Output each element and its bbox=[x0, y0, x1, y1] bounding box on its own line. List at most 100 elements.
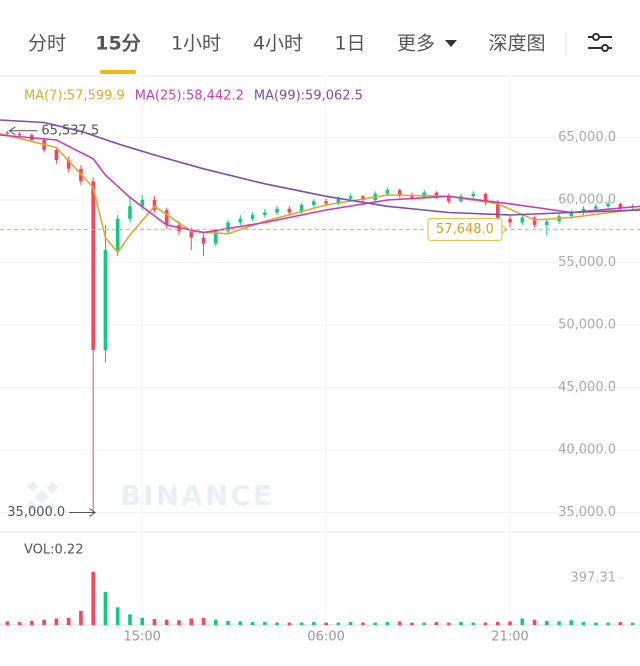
candle-body bbox=[446, 196, 451, 202]
candle-body bbox=[483, 193, 488, 203]
last-price-pointer bbox=[501, 225, 508, 234]
volume-bar bbox=[373, 622, 377, 625]
y-tick-label: 65,000.0 bbox=[558, 130, 616, 145]
volume-bar bbox=[189, 618, 194, 625]
x-tick-label: 15:00 bbox=[123, 630, 160, 645]
volume-bar bbox=[287, 622, 292, 625]
volume-bar bbox=[336, 622, 341, 625]
volume-title: VOL:0.22 bbox=[24, 543, 83, 558]
volume-bar bbox=[250, 622, 255, 625]
volume-bar bbox=[152, 619, 157, 625]
volume-bar bbox=[17, 622, 22, 625]
volume-bar bbox=[103, 591, 108, 625]
candle-body bbox=[17, 133, 22, 135]
volume-bar bbox=[312, 622, 316, 625]
volume-bar bbox=[569, 620, 574, 625]
ma-legend: MA(7):57,599.9 bbox=[24, 89, 125, 104]
annotation-arrowhead bbox=[8, 126, 16, 136]
tab[interactable]: 15分 bbox=[95, 33, 140, 55]
volume-bar bbox=[299, 622, 304, 625]
candle-body bbox=[275, 208, 279, 213]
volume-bar bbox=[422, 622, 427, 625]
annotation-arrowhead bbox=[88, 508, 97, 517]
volume-bar bbox=[164, 619, 169, 625]
candle-body bbox=[312, 201, 316, 205]
volume-bar bbox=[557, 621, 561, 625]
candle-body bbox=[336, 198, 341, 204]
volume-bar bbox=[263, 622, 267, 625]
tab[interactable]: 1小时 bbox=[171, 33, 221, 55]
candle-body bbox=[103, 250, 108, 350]
candle-body bbox=[495, 202, 500, 219]
volume-bar bbox=[532, 619, 537, 625]
volume-bar bbox=[5, 621, 10, 625]
ma-legend: MA(25):58,442.2 bbox=[135, 89, 244, 104]
candle-body bbox=[287, 208, 292, 213]
candle-body bbox=[471, 193, 476, 197]
volume-bar bbox=[446, 622, 451, 625]
candle-body bbox=[434, 192, 439, 197]
tab[interactable]: 4小时 bbox=[253, 33, 303, 55]
y-tick-label: 50,000.0 bbox=[558, 318, 616, 333]
tab[interactable]: 更多 bbox=[397, 33, 435, 55]
candle-body bbox=[618, 203, 623, 208]
volume-bar bbox=[30, 620, 34, 625]
ma-line bbox=[0, 133, 640, 254]
candle-body bbox=[201, 237, 206, 244]
last-price-box bbox=[427, 217, 503, 241]
settings-icon[interactable] bbox=[588, 33, 612, 52]
volume-bar bbox=[471, 622, 476, 625]
volume-bar bbox=[508, 621, 512, 625]
volume-bar bbox=[434, 622, 439, 625]
candle-body bbox=[54, 150, 59, 160]
candle-body bbox=[128, 206, 132, 219]
volume-bar bbox=[226, 620, 230, 625]
candle-body bbox=[91, 181, 95, 350]
y-tick-label: 55,000.0 bbox=[558, 255, 616, 270]
volume-bar bbox=[79, 610, 83, 625]
tab[interactable]: 深度图 bbox=[488, 33, 545, 55]
candle-body bbox=[152, 200, 157, 210]
tab[interactable]: 1日 bbox=[334, 33, 365, 55]
candle-body bbox=[263, 212, 267, 215]
volume-bar bbox=[91, 571, 95, 625]
volume-bar bbox=[385, 622, 390, 625]
volume-bar bbox=[201, 617, 206, 625]
volume-bar bbox=[361, 622, 365, 625]
volume-bar bbox=[618, 622, 623, 625]
volume-bar bbox=[459, 622, 463, 625]
volume-bar bbox=[66, 617, 71, 625]
candle-body bbox=[508, 218, 512, 223]
candle-body bbox=[115, 218, 120, 250]
candle-body bbox=[594, 206, 598, 209]
x-tick-label: 06:00 bbox=[307, 630, 344, 645]
candle-body bbox=[164, 210, 169, 225]
candle-body bbox=[520, 217, 525, 223]
candle-body bbox=[397, 190, 402, 195]
candle-body bbox=[569, 212, 574, 217]
volume-bar bbox=[606, 622, 610, 625]
volume-bar bbox=[495, 622, 500, 625]
candle-body bbox=[238, 218, 243, 223]
volume-bar bbox=[397, 621, 402, 625]
candle-body bbox=[226, 222, 230, 232]
tab[interactable]: 分时 bbox=[28, 33, 66, 55]
volume-bar bbox=[410, 622, 414, 625]
candle-body bbox=[299, 205, 304, 213]
candle-body bbox=[66, 160, 71, 169]
volume-bar bbox=[520, 618, 525, 625]
volume-tick-label: 397.31 bbox=[571, 570, 617, 585]
ma-line bbox=[0, 134, 640, 234]
y-tick-label: 40,000.0 bbox=[558, 443, 616, 458]
volume-bar bbox=[238, 621, 243, 625]
last-price-label: 57,648.0 bbox=[436, 222, 494, 237]
dropdown-caret bbox=[445, 40, 457, 47]
y-tick-label: 60,000.0 bbox=[558, 193, 616, 208]
volume-bar bbox=[42, 619, 46, 625]
volume-bar bbox=[594, 622, 598, 625]
candle-body bbox=[532, 217, 537, 225]
volume-bar bbox=[324, 622, 328, 625]
tab-underline bbox=[100, 70, 136, 74]
